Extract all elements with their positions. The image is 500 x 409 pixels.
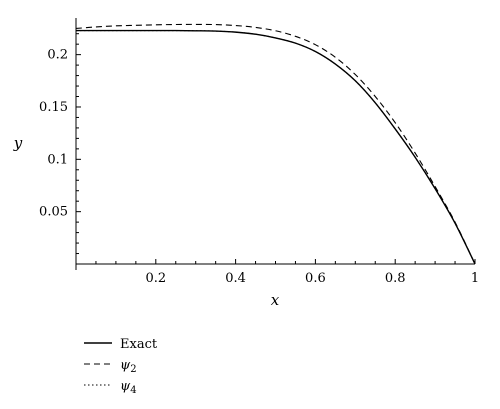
y-tick-label: 0.2 bbox=[47, 48, 68, 63]
x-ticks: 0.2 0.4 0.6 0.8 1 bbox=[95, 259, 479, 286]
y-tick-label: 0.1 bbox=[47, 152, 68, 167]
x-tick-label: 0.6 bbox=[305, 271, 326, 286]
y-axis-label: y bbox=[13, 134, 23, 152]
legend: Exact ψ2 ψ4 bbox=[84, 337, 158, 396]
x-tick-label: 1 bbox=[471, 271, 479, 286]
series-lines bbox=[75, 23, 476, 265]
x-axis-label: x bbox=[271, 291, 280, 309]
x-tick-label: 0.8 bbox=[385, 271, 406, 286]
y-ticks: 0.05 0.1 0.15 0.2 bbox=[39, 33, 81, 255]
y-tick-label: 0.05 bbox=[39, 205, 68, 220]
x-tick-label: 0.2 bbox=[145, 271, 166, 286]
legend-label-0: Exact bbox=[120, 337, 158, 352]
series-line-0 bbox=[76, 29, 476, 265]
x-tick-label: 0.4 bbox=[225, 271, 246, 286]
y-tick-label: 0.15 bbox=[39, 100, 68, 115]
plot-area: 0.2 0.4 0.6 0.8 1 0.05 0.1 0.15 0.2 bbox=[39, 18, 479, 286]
legend-label-2: ψ4 bbox=[120, 379, 137, 396]
series-line-1 bbox=[75, 23, 476, 265]
series-line-2 bbox=[76, 29, 476, 265]
legend-label-1: ψ2 bbox=[120, 358, 137, 375]
